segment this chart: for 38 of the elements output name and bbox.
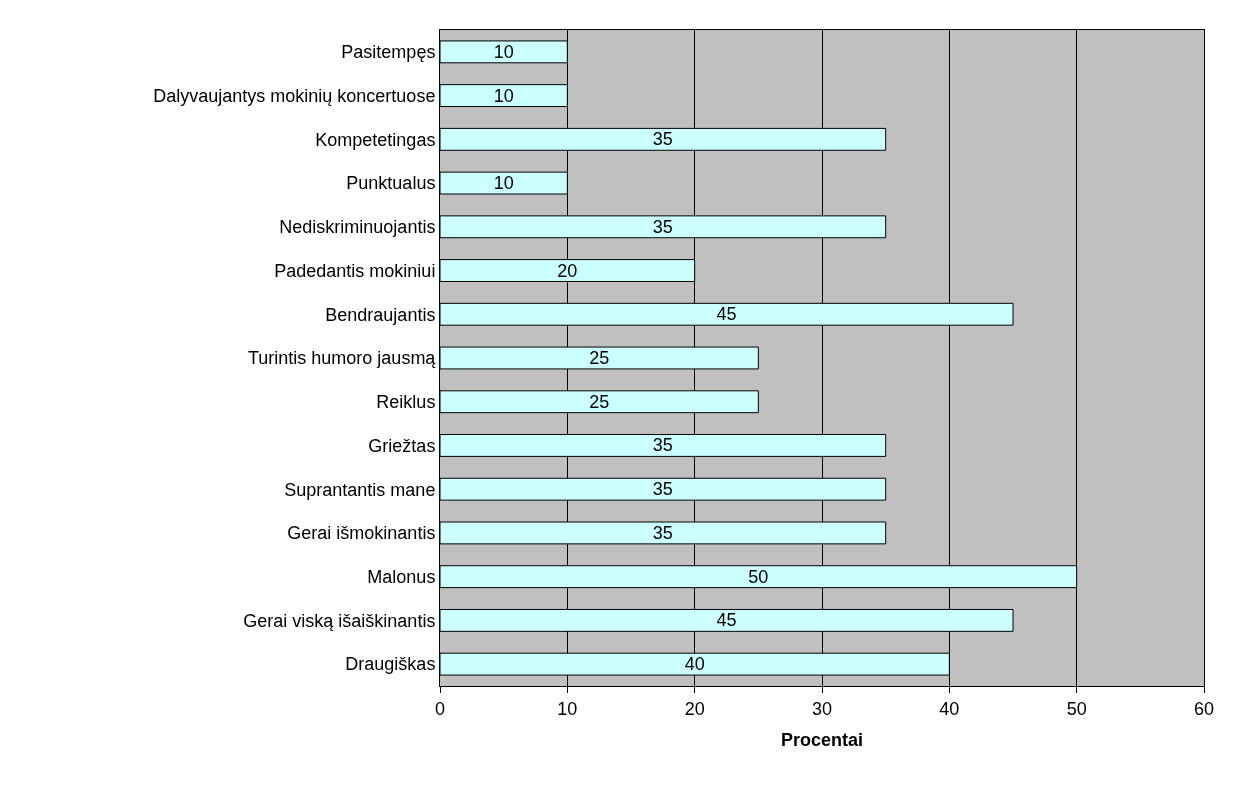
data-label: 35 [652,129,673,150]
x-tick-label: 30 [811,698,833,719]
y-tick-label: Malonus [367,566,436,587]
y-tick-label: Gerai viską išaiškinantis [243,610,436,631]
data-label: 45 [716,610,737,631]
data-label: 35 [652,479,673,500]
x-tick-label: 40 [939,698,960,719]
data-label: 50 [748,566,769,587]
x-tick-label: 0 [434,698,446,719]
y-tick-label: Kompetetingas [315,129,436,150]
y-tick-label: Suprantantis mane [284,479,436,500]
data-label: 45 [716,304,737,325]
data-label: 40 [684,654,705,675]
x-axis-title: Procentai [780,729,864,750]
y-tick-label: Bendraujantis [325,304,436,325]
y-tick-label: Turintis humoro jausmą [247,348,437,369]
data-label: 35 [652,522,673,543]
y-tick-label: Nediskriminuojantis [279,217,436,238]
y-tick-label: Punktualus [346,173,436,194]
y-tick-label: Pasitempęs [341,42,436,63]
y-tick-label: Draugiškas [345,654,436,675]
data-label: 35 [652,216,673,237]
x-tick-label: 50 [1066,698,1087,719]
data-label: 10 [493,85,514,106]
x-tick-label: 20 [684,698,705,719]
y-tick-label: Padedantis mokiniui [274,260,436,281]
y-tick-label: Dalyvaujantys mokinių koncertuose [153,85,436,106]
data-label: 25 [589,348,610,368]
y-tick-label: Gerai išmokinantis [287,523,436,544]
y-tick-label: Reiklus [376,392,436,413]
data-label: 10 [493,173,514,194]
data-label: 35 [652,435,673,456]
x-tick-label: 10 [557,698,578,719]
x-tick-label: 60 [1193,698,1215,719]
data-label: 25 [589,391,610,412]
data-label: 10 [493,41,514,62]
y-tick-label: Griežtas [368,435,436,456]
data-label: 20 [557,260,578,281]
